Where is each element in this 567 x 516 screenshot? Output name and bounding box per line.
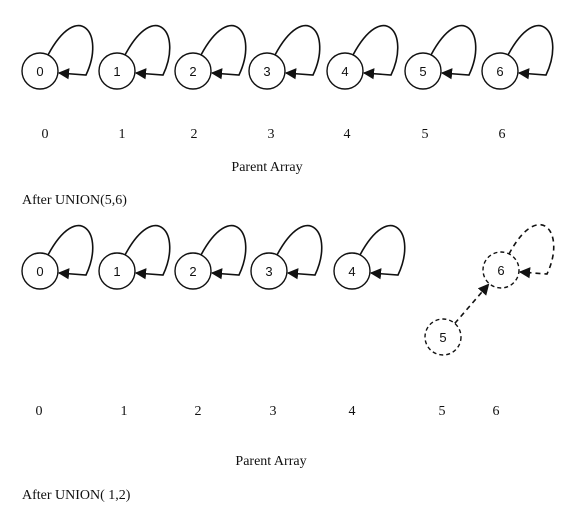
stage2-forest: 0 1 2 3 4 5 6 <box>21 223 555 356</box>
stage1-self-loop-3 <box>274 24 321 80</box>
stage2-self-loop-3 <box>276 224 323 280</box>
heading-union-5-6: After UNION(5,6) <box>22 193 127 208</box>
stage2-node-4 <box>333 252 371 290</box>
stage2-self-loop-6 <box>508 223 555 279</box>
stage1-index-row: 0 1 2 3 4 5 6 <box>42 127 506 142</box>
stage1-self-loop-5 <box>430 24 477 80</box>
stage1-node-2-label: 2 <box>189 64 196 79</box>
heading-union-1-2: After UNION( 1,2) <box>22 488 131 503</box>
stage2-index-0: 0 <box>36 404 43 419</box>
stage1-node-3 <box>248 52 286 90</box>
stage1-index-2: 2 <box>191 127 198 142</box>
stage1-index-0: 0 <box>42 127 49 142</box>
stage1-self-loop-6 <box>507 24 554 80</box>
stage2-index-1: 1 <box>121 404 128 419</box>
stage1-node-0-label: 0 <box>36 64 43 79</box>
stage1-self-loop-2 <box>200 24 247 80</box>
stage1-index-6: 6 <box>499 127 506 142</box>
stage1-index-4: 4 <box>344 127 351 142</box>
stage1-node-3-label: 3 <box>263 64 270 79</box>
stage1-node-6 <box>481 52 519 90</box>
stage1-forest: 0 1 2 3 4 5 6 <box>21 24 554 90</box>
stage1-node-1-label: 1 <box>113 64 120 79</box>
stage2-node-5-label: 5 <box>439 330 446 345</box>
stage1-index-1: 1 <box>119 127 126 142</box>
stage1-self-loop-0 <box>47 24 94 80</box>
stage2-self-loop-1 <box>124 224 171 280</box>
stage2-self-loop-4 <box>359 224 406 280</box>
stage2-node-3 <box>250 252 288 290</box>
stage2-index-4: 4 <box>349 404 356 419</box>
stage1-node-6-label: 6 <box>496 64 503 79</box>
stage2-node-1 <box>98 252 136 290</box>
stage2-node-2 <box>174 252 212 290</box>
stage2-caption: Parent Array <box>235 454 306 469</box>
stage1-node-4-label: 4 <box>341 64 348 79</box>
stage2-node-2-label: 2 <box>189 264 196 279</box>
stage2-self-loop-2 <box>200 224 247 280</box>
stage1-node-1 <box>98 52 136 90</box>
stage2-node-0 <box>21 252 59 290</box>
stage2-index-2: 2 <box>195 404 202 419</box>
stage1-node-5 <box>404 52 442 90</box>
stage2-node-6 <box>482 251 520 289</box>
stage2-node-4-label: 4 <box>348 264 355 279</box>
stage1-node-4 <box>326 52 364 90</box>
stage1-caption: Parent Array <box>231 160 302 175</box>
stage2-node-3-label: 3 <box>265 264 272 279</box>
stage2-node-1-label: 1 <box>113 264 120 279</box>
stage1-index-5: 5 <box>422 127 429 142</box>
stage2-node-6-label: 6 <box>497 263 504 278</box>
stage2-node-0-label: 0 <box>36 264 43 279</box>
stage1-self-loop-1 <box>124 24 171 80</box>
stage1-index-3: 3 <box>268 127 275 142</box>
stage1-node-2 <box>174 52 212 90</box>
stage2-index-5: 5 <box>439 404 446 419</box>
stage2-self-loop-0 <box>47 224 94 280</box>
stage2-index-6: 6 <box>493 404 500 419</box>
stage2-edge-5-to-6 <box>454 283 490 324</box>
stage1-node-0 <box>21 52 59 90</box>
stage2-index-3: 3 <box>270 404 277 419</box>
stage2-index-row: 0 1 2 3 4 5 6 <box>36 404 500 419</box>
stage1-node-5-label: 5 <box>419 64 426 79</box>
stage1-self-loop-4 <box>352 24 399 80</box>
stage2-node-5 <box>424 318 462 356</box>
